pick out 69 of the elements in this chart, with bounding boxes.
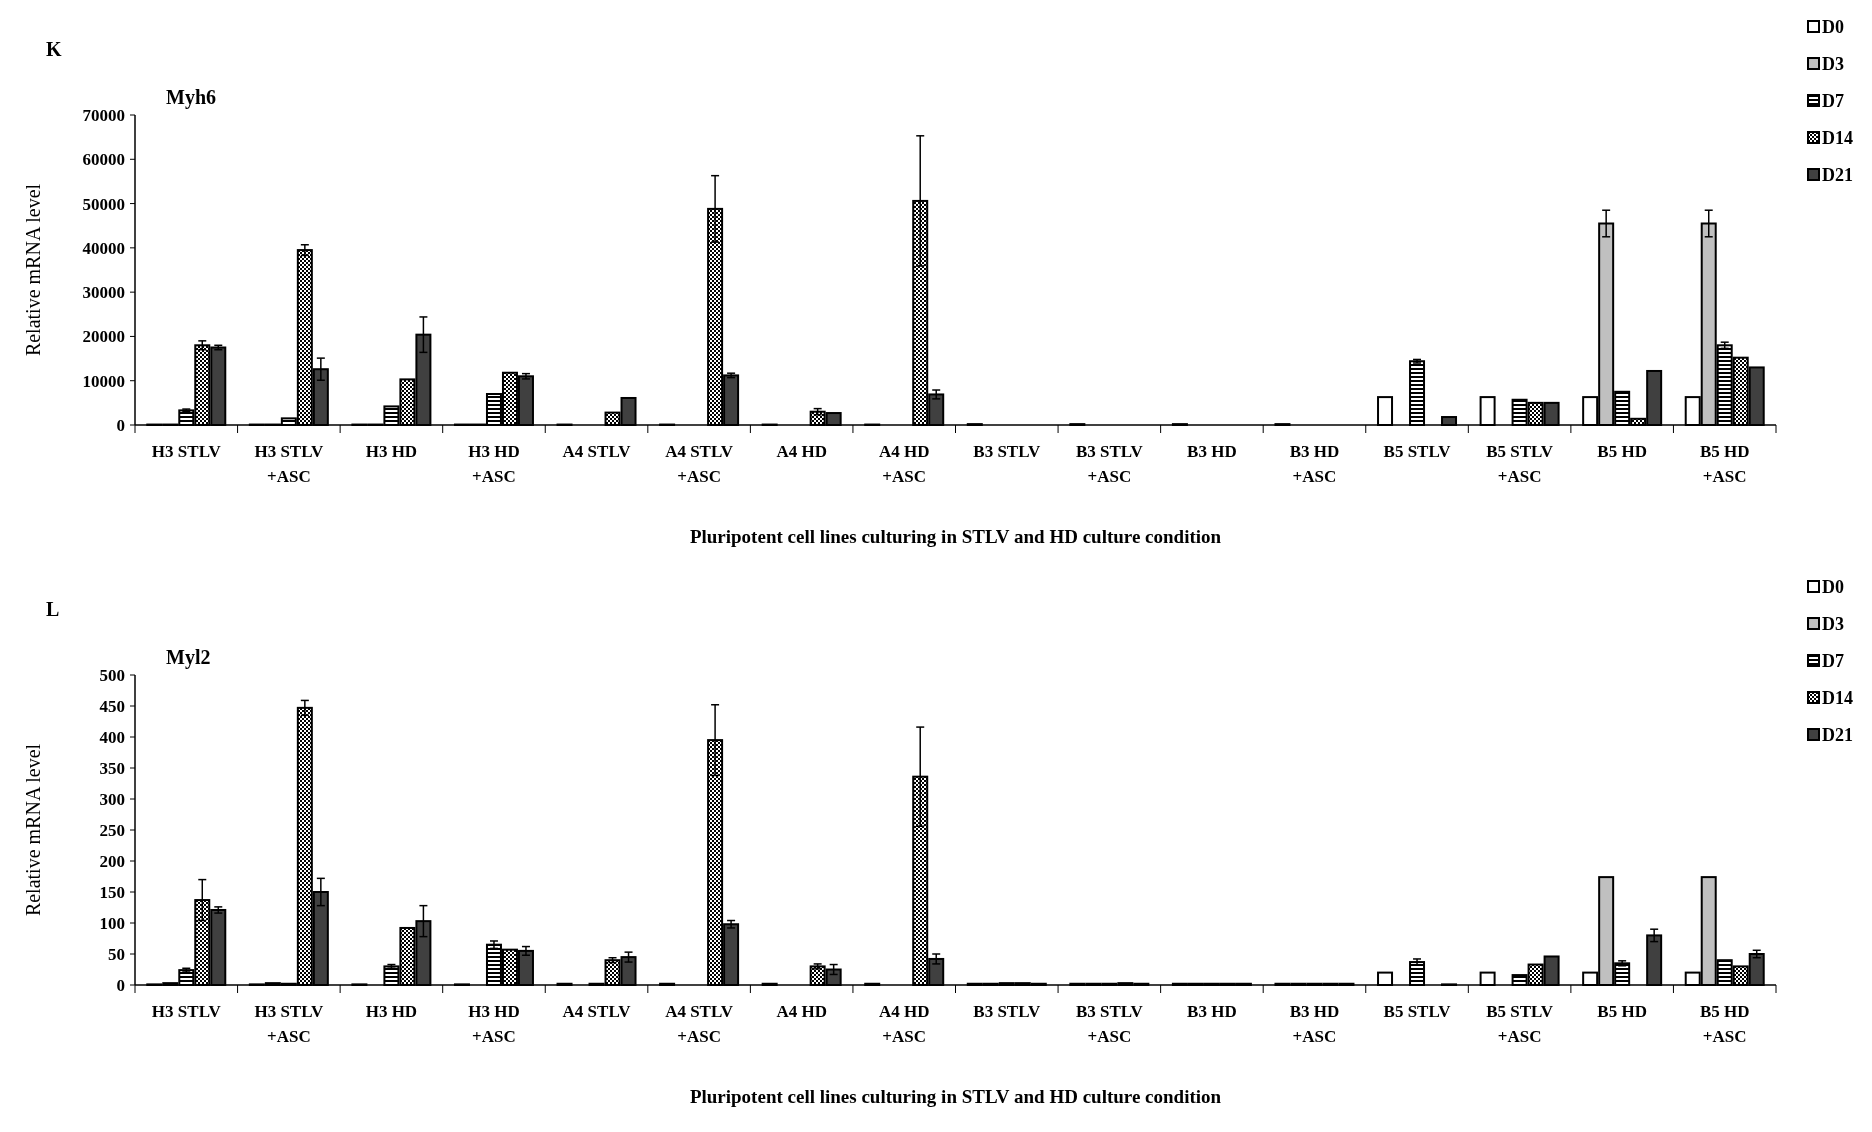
y-tick-label: 500 xyxy=(99,665,125,685)
legend-label: D0 xyxy=(1822,577,1844,597)
x-tick-label: B5 STLV xyxy=(1383,442,1452,461)
y-tick-label: 100 xyxy=(99,913,125,933)
y-tick-label: 50 xyxy=(108,944,125,964)
x-tick-label: B5 STLV +ASC xyxy=(1486,1002,1554,1046)
x-tick-label: B5 STLV +ASC xyxy=(1486,442,1554,486)
x-tick-label: A4 STLV xyxy=(562,442,632,461)
y-tick-label: 0 xyxy=(116,975,125,995)
legend-label: D3 xyxy=(1822,54,1844,74)
legend-label: D21 xyxy=(1822,725,1853,745)
legend-label: D14 xyxy=(1822,128,1853,148)
chart-title: Myh6 xyxy=(166,86,216,109)
legend-label: D21 xyxy=(1822,165,1853,185)
y-tick-label: 250 xyxy=(99,820,125,840)
legend-label: D7 xyxy=(1822,91,1844,111)
x-tick-label: B3 STLV +ASC xyxy=(1075,1002,1144,1046)
y-tick-label: 20000 xyxy=(82,327,125,347)
x-tick-label: A4 HD xyxy=(776,442,827,461)
x-tick-label: H3 STLV +ASC xyxy=(254,1002,324,1046)
x-tick-label: A4 STLV xyxy=(562,1002,632,1021)
y-axis-title: Relative mRNA level xyxy=(22,183,44,357)
x-tick-label: A4 STLV +ASC xyxy=(665,1002,734,1046)
y-axis-title: Relative mRNA level xyxy=(22,743,44,917)
x-tick-label: A4 HD xyxy=(776,1002,827,1021)
x-axis-title: Pluripotent cell lines culturing in STLV and HD culture condition xyxy=(689,1086,1222,1107)
x-tick-label: B5 HD xyxy=(1597,442,1647,461)
x-tick-label: B3 HD xyxy=(1187,1002,1237,1021)
y-tick-label: 10000 xyxy=(82,371,125,391)
x-tick-label: H3 STLV xyxy=(151,1002,222,1021)
y-tick-label: 150 xyxy=(99,882,125,902)
y-tick-label: 200 xyxy=(99,851,125,871)
y-tick-label: 70000 xyxy=(82,105,125,125)
y-tick-label: 60000 xyxy=(82,150,125,170)
y-tick-label: 400 xyxy=(99,727,125,747)
text: K xyxy=(46,38,62,60)
y-tick-label: 0 xyxy=(116,415,125,435)
x-tick-label: A4 STLV +ASC xyxy=(665,442,734,486)
legend-label: D7 xyxy=(1822,651,1844,671)
x-axis-title: Pluripotent cell lines culturing in STLV and HD culture condition xyxy=(689,526,1222,547)
y-tick-label: 300 xyxy=(99,789,125,809)
y-tick-label: 450 xyxy=(99,696,125,716)
y-tick-label: 50000 xyxy=(82,194,125,214)
x-tick-label: A4 HD +ASC xyxy=(878,1002,930,1046)
x-tick-label: B3 HD +ASC xyxy=(1289,1002,1340,1046)
y-tick-label: 30000 xyxy=(82,283,125,303)
x-tick-label: B3 STLV +ASC xyxy=(1075,442,1144,486)
x-tick-label: H3 HD +ASC xyxy=(468,1002,520,1046)
legend-label: D0 xyxy=(1822,17,1844,37)
x-tick-label: B5 STLV xyxy=(1383,1002,1452,1021)
x-tick-label: B3 HD xyxy=(1187,442,1237,461)
x-tick-label: B3 HD +ASC xyxy=(1289,442,1340,486)
x-tick-label: H3 STLV +ASC xyxy=(254,442,324,486)
chart-title: Myl2 xyxy=(166,646,211,669)
x-tick-label: H3 HD +ASC xyxy=(468,442,520,486)
x-tick-label: A4 HD +ASC xyxy=(878,442,930,486)
x-tick-label: B5 HD +ASC xyxy=(1699,442,1750,486)
y-tick-label: 350 xyxy=(99,758,125,778)
legend-label: D3 xyxy=(1822,614,1844,634)
y-tick-label: 40000 xyxy=(82,238,125,258)
text: L xyxy=(46,598,60,620)
legend-label: D14 xyxy=(1822,688,1853,708)
x-tick-label: H3 HD xyxy=(365,442,418,461)
x-tick-label: B3 STLV xyxy=(973,1002,1041,1021)
x-tick-label: B5 HD xyxy=(1597,1002,1647,1021)
x-tick-label: H3 STLV xyxy=(151,442,222,461)
x-tick-label: H3 HD xyxy=(365,1002,418,1021)
x-tick-label: B3 STLV xyxy=(973,442,1041,461)
x-tick-label: B5 HD +ASC xyxy=(1699,1002,1750,1046)
